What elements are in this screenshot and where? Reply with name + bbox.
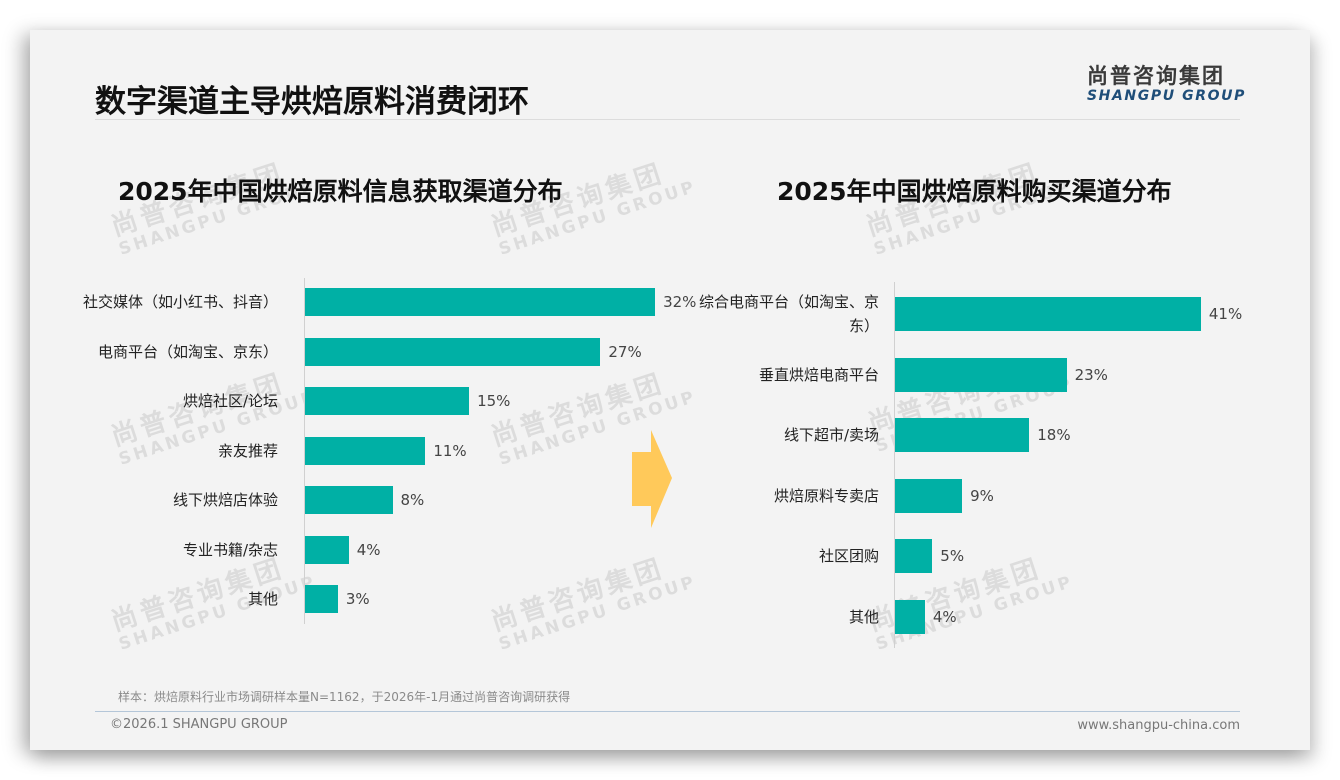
value-label: 4% bbox=[356, 540, 381, 559]
bar bbox=[895, 418, 1030, 453]
bar bbox=[305, 387, 470, 415]
bar bbox=[305, 288, 656, 316]
bar bbox=[305, 585, 338, 613]
value-label: 27% bbox=[608, 342, 642, 361]
category-label: 线下超市/卖场 bbox=[783, 426, 879, 445]
logo-en-text: SHANGPU GROUP bbox=[1087, 88, 1246, 104]
category-label: 电商平台（如淘宝、京东） bbox=[97, 342, 278, 361]
category-label: 烘焙社区/论坛 bbox=[182, 392, 278, 410]
value-label: 41% bbox=[1208, 305, 1243, 323]
value-label: 8% bbox=[400, 491, 425, 509]
category-label: 其他 bbox=[848, 608, 879, 626]
value-label: 11% bbox=[433, 441, 467, 460]
value-label: 23% bbox=[1074, 365, 1108, 384]
watermark: 尚普咨询集团 SHANGPU GROUP bbox=[108, 546, 319, 654]
category-label: 其他 bbox=[247, 590, 278, 608]
page-title: 数字渠道主导烘焙原料消费闭环 bbox=[95, 84, 529, 120]
bar bbox=[895, 357, 1067, 392]
category-label: 亲友推荐 bbox=[217, 441, 278, 460]
logo-cn-text: 尚普咨询集团 bbox=[1087, 64, 1225, 88]
category-label: 社区团购 bbox=[818, 547, 879, 566]
category-label: 垂直烘焙电商平台 bbox=[758, 365, 879, 384]
watermark-cn: 尚普咨询集团 bbox=[487, 553, 669, 638]
category-axis bbox=[304, 278, 305, 624]
category-label: 综合电商平台（如淘宝、京东） bbox=[698, 293, 879, 335]
category-label: 社交媒体（如小红书、抖音） bbox=[82, 293, 278, 311]
sample-footnote: 样本：烘焙原料行业市场调研样本量N=1162，于2026年-1月通过尚普咨询调研… bbox=[118, 690, 571, 704]
website-link[interactable]: www.shangpu-china.com bbox=[1077, 718, 1240, 733]
bar bbox=[305, 337, 601, 366]
value-label: 32% bbox=[663, 293, 697, 311]
watermark-en: SHANGPU GROUP bbox=[116, 571, 320, 655]
company-logo: 尚普咨询集团 SHANGPU GROUP bbox=[1087, 64, 1246, 104]
value-label: 18% bbox=[1037, 426, 1071, 445]
left-chart-title: 2025年中国烘焙原料信息获取渠道分布 bbox=[118, 177, 563, 206]
watermark: 尚普咨询集团 SHANGPU GROUP bbox=[108, 361, 319, 469]
right-chart-title: 2025年中国烘焙原料购买渠道分布 bbox=[777, 177, 1172, 206]
category-label: 线下烘焙店体验 bbox=[172, 491, 278, 509]
watermark: 尚普咨询集团 SHANGPU GROUP bbox=[488, 546, 699, 654]
value-label: 3% bbox=[345, 590, 370, 608]
watermark-en: SHANGPU GROUP bbox=[496, 571, 700, 655]
value-label: 9% bbox=[970, 486, 994, 505]
bar bbox=[895, 478, 963, 513]
footer-divider bbox=[95, 711, 1240, 712]
bar bbox=[895, 297, 1201, 331]
value-label: 15% bbox=[477, 392, 511, 410]
bar bbox=[895, 600, 925, 634]
copyright-text: ©2026.1 SHANGPU GROUP bbox=[110, 717, 288, 732]
header-divider bbox=[95, 119, 1240, 120]
category-label: 专业书籍/杂志 bbox=[182, 540, 278, 559]
category-label: 烘焙原料专卖店 bbox=[773, 486, 879, 505]
slide: 数字渠道主导烘焙原料消费闭环 尚普咨询集团 SHANGPU GROUP 尚普咨询… bbox=[30, 30, 1310, 750]
bar bbox=[305, 436, 426, 465]
bar bbox=[305, 486, 393, 514]
category-axis bbox=[894, 282, 895, 648]
bar bbox=[305, 535, 349, 564]
bar bbox=[895, 539, 933, 574]
right-arrow-icon bbox=[632, 430, 672, 528]
value-label: 5% bbox=[940, 547, 965, 566]
value-label: 4% bbox=[932, 608, 957, 626]
